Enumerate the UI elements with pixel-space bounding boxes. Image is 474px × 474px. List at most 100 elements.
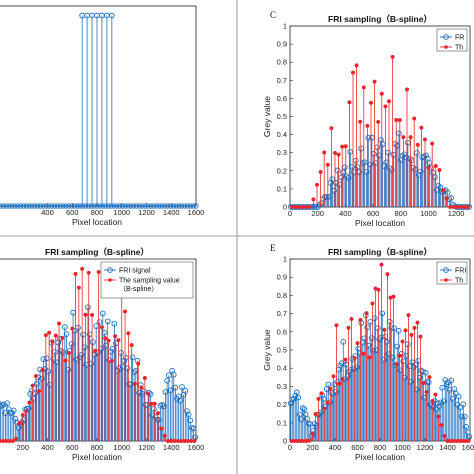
- stem-marker-dot: [444, 196, 449, 201]
- stem-marker-dot: [424, 390, 429, 395]
- stem-marker-dot: [403, 328, 408, 333]
- stem-marker-circle: [394, 343, 401, 350]
- stem-marker-circle: [99, 310, 106, 317]
- stem-marker-circle: [38, 375, 45, 382]
- stem-marker-circle: [33, 380, 40, 387]
- stem-marker-dot: [391, 294, 396, 299]
- stem-marker-dot: [319, 391, 324, 396]
- stem-marker-dot: [440, 188, 446, 193]
- panel-label: C: [270, 10, 276, 20]
- legend-label: FR: [455, 35, 464, 42]
- stem-marker-dot: [99, 325, 104, 330]
- y-tick-label: 0.2: [277, 166, 287, 175]
- stem-marker-circle: [108, 12, 115, 19]
- stem-marker-circle: [104, 318, 111, 325]
- stem-marker-dot: [437, 167, 442, 173]
- stem-marker-dot: [379, 91, 384, 96]
- stem-marker-dot: [109, 358, 114, 363]
- stem-marker-dot: [83, 312, 88, 317]
- stem-marker-dot: [80, 266, 85, 271]
- stem-marker-dot: [304, 204, 309, 210]
- stem-marker-dot: [355, 341, 360, 346]
- x-axis-label: Pixel location: [72, 452, 122, 462]
- stem-marker-dot: [146, 391, 151, 396]
- stem-marker-circle: [448, 377, 455, 384]
- stem-marker-circle: [395, 328, 402, 334]
- y-tick-label: 0: [283, 437, 287, 446]
- stem-marker-dot: [63, 358, 68, 363]
- y-tick-label: 0.3: [277, 382, 287, 391]
- stem-marker-dot: [322, 406, 327, 411]
- stem-marker-dot: [192, 438, 197, 444]
- stem-marker-dot: [314, 182, 320, 187]
- legend-marker: [443, 267, 449, 273]
- y-tick-label: 0.5: [277, 346, 287, 355]
- y-tick-label: 0.8: [277, 291, 287, 300]
- stem-marker-dot: [436, 414, 441, 419]
- stem-marker-dot: [332, 150, 338, 156]
- stem-marker-circle: [63, 331, 70, 337]
- stem-marker-circle: [129, 354, 136, 361]
- stem-marker-dot: [347, 100, 352, 105]
- stem-marker-dot: [394, 361, 399, 366]
- y-tick-label: 0.4: [277, 130, 287, 139]
- stem-marker-circle: [162, 389, 169, 395]
- stem-marker-circle: [304, 416, 311, 422]
- stem-marker-circle: [379, 310, 386, 317]
- stem-marker-dot: [361, 351, 366, 356]
- stem-marker-dot: [442, 433, 447, 438]
- stem-marker-dot: [90, 312, 95, 318]
- stem-marker-circle: [85, 304, 91, 311]
- stem-marker-circle: [368, 335, 375, 342]
- stem-marker-circle: [90, 339, 96, 345]
- stem-marker-circle: [172, 384, 179, 391]
- series-samp: [289, 262, 471, 444]
- stem-marker-dot: [383, 104, 388, 109]
- stem-marker-circle: [68, 341, 75, 347]
- stem-marker-circle: [164, 377, 170, 384]
- x-tick-label: 200: [16, 443, 29, 452]
- stem-marker-dot: [343, 357, 348, 362]
- stem-marker-circle: [293, 389, 300, 396]
- panel-bottom-right: 0 200 400 600 800 1000 1200 1400 1600 0 0.1 0.2 0.3 0…: [262, 243, 474, 462]
- legend-label: FRI signal: [119, 268, 151, 275]
- stem-marker-dot: [412, 116, 417, 121]
- x-tick-label: 1600: [188, 443, 205, 452]
- stem-marker-dot: [113, 334, 118, 339]
- stem-marker-dot: [334, 323, 339, 328]
- stem-marker-dot: [433, 392, 438, 397]
- stem-marker-dot: [401, 135, 406, 140]
- stem-marker-circle: [325, 381, 332, 388]
- stem-marker-dot: [293, 204, 298, 210]
- stem-marker-dot: [337, 381, 342, 386]
- panel-label: E: [270, 243, 276, 253]
- y-tick-label: 0.9: [277, 40, 287, 49]
- x-tick-label: 1400: [163, 208, 180, 217]
- series-samp: [0, 266, 197, 444]
- stem-marker-dot: [156, 410, 161, 416]
- x-tick-label: 1200: [448, 209, 465, 218]
- stem-marker-dot: [376, 119, 381, 124]
- stem-marker-circle: [461, 413, 468, 420]
- x-tick-label: 0: [288, 443, 292, 452]
- x-tick-label: 1200: [417, 443, 434, 452]
- x-tick-label: 1200: [138, 443, 155, 452]
- stem-marker-dot: [159, 426, 164, 431]
- stem-marker-dot: [368, 100, 374, 105]
- y-tick-label: 1: [283, 22, 287, 31]
- stem-marker-dot: [370, 301, 375, 306]
- legend-box: [436, 28, 468, 52]
- x-tick-label: 600: [367, 209, 380, 218]
- legend-marker: [443, 34, 449, 40]
- legend-label: Th: [455, 45, 463, 52]
- legend-marker: [444, 45, 448, 49]
- stem-marker-circle: [449, 395, 456, 402]
- stem-marker-circle: [179, 384, 185, 390]
- x-tick-label: 1000: [113, 208, 130, 217]
- x-tick-label: 600: [66, 443, 79, 452]
- stem-marker-dot: [307, 438, 312, 443]
- y-tick-label: 0.7: [277, 76, 287, 85]
- stem-marker-dot: [325, 400, 330, 405]
- stem-marker-dot: [93, 348, 98, 353]
- y-tick-label: 0.6: [277, 94, 287, 103]
